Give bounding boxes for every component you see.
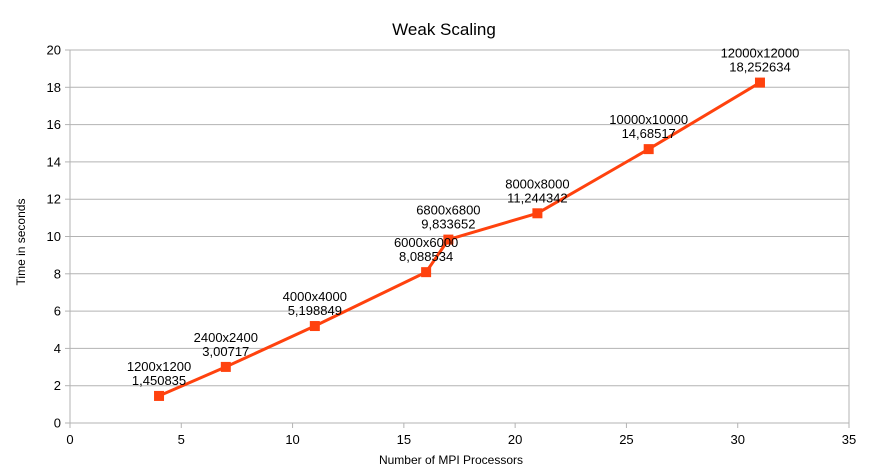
series-path xyxy=(158,81,761,398)
y-tick-label: 16 xyxy=(47,117,61,132)
data-label-value: 11,244342 xyxy=(507,190,568,205)
data-point-marker xyxy=(154,390,165,401)
y-tick-label: 6 xyxy=(54,304,61,319)
x-axis-title: Number of MPI Processors xyxy=(379,453,523,467)
data-label-size: 10000x10000 xyxy=(609,112,688,127)
y-tick-label: 18 xyxy=(47,80,61,95)
data-point-marker xyxy=(443,234,454,245)
data-label-value: 3,00717 xyxy=(202,344,249,359)
y-tick-label: 8 xyxy=(54,266,61,281)
x-tick-label: 20 xyxy=(508,432,522,447)
x-tick-label: 25 xyxy=(619,432,633,447)
data-label-value: 5,198849 xyxy=(288,303,342,318)
x-tick-label: 10 xyxy=(285,432,299,447)
data-point-marker xyxy=(754,77,765,88)
y-tick-label: 20 xyxy=(47,43,61,58)
data-label-size: 1200x1200 xyxy=(127,359,191,374)
data-point-marker xyxy=(421,267,432,278)
data-label-size: 8000x8000 xyxy=(505,176,569,191)
data-label-value: 8,088534 xyxy=(399,249,453,264)
chart-title: Weak Scaling xyxy=(392,20,496,39)
y-tick-label: 14 xyxy=(47,154,61,169)
x-axis-ticks: 0 5 10 15 20 25 30 35 xyxy=(66,423,856,447)
data-point-marker xyxy=(220,361,231,372)
y-tick-label: 0 xyxy=(54,416,61,431)
data-label-size: 2400x2400 xyxy=(194,330,258,345)
data-label-value: 9,833652 xyxy=(421,217,475,232)
data-markers xyxy=(154,77,765,401)
data-point-marker xyxy=(309,321,320,332)
series-line xyxy=(158,81,761,398)
x-tick-label: 15 xyxy=(397,432,411,447)
data-label-value: 14,68517 xyxy=(622,126,676,141)
y-tick-label: 2 xyxy=(54,378,61,393)
y-tick-label: 12 xyxy=(47,192,61,207)
y-tick-label: 4 xyxy=(54,341,61,356)
data-label-value: 18,252634 xyxy=(729,60,790,75)
x-tick-label: 30 xyxy=(730,432,744,447)
data-label-size: 12000x12000 xyxy=(721,46,800,61)
data-label-size: 6000x6000 xyxy=(394,235,458,250)
y-tick-label: 10 xyxy=(47,229,61,244)
data-label-size: 4000x4000 xyxy=(283,289,347,304)
x-tick-label: 5 xyxy=(178,432,185,447)
y-axis-ticks: 0 2 4 6 8 10 12 14 16 18 20 xyxy=(47,43,70,431)
x-tick-label: 0 xyxy=(66,432,73,447)
data-point-marker xyxy=(532,208,543,219)
data-label-value: 1,450835 xyxy=(132,373,186,388)
y-axis-title: Time in seconds xyxy=(14,199,28,286)
data-label-size: 6800x6800 xyxy=(416,203,480,218)
x-tick-label: 35 xyxy=(842,432,856,447)
data-point-marker xyxy=(643,144,654,155)
